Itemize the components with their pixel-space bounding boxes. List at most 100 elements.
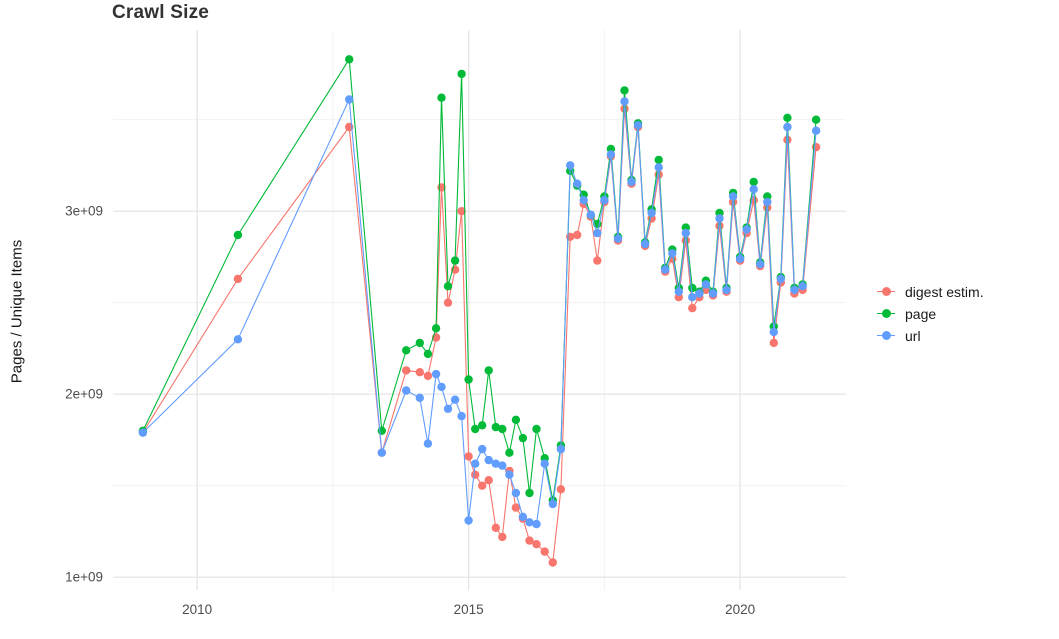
data-point-page <box>471 424 480 434</box>
data-point-url <box>457 411 466 421</box>
data-point-url <box>654 163 663 172</box>
data-point-digest-estim <box>715 221 724 230</box>
data-point-digest-estim <box>464 452 473 461</box>
data-point-url <box>478 444 487 454</box>
data-point-url <box>471 459 480 468</box>
data-point-url <box>540 459 549 468</box>
data-point-digest-estim <box>457 207 466 216</box>
y-tick-label: 2e+09 <box>65 387 103 402</box>
data-point-page <box>437 93 446 102</box>
data-point-page <box>620 86 629 95</box>
legend-key-url <box>876 329 896 343</box>
data-point-url <box>498 461 507 470</box>
data-point-url <box>620 97 629 106</box>
data-point-url <box>763 197 772 207</box>
legend-item-page: page <box>876 305 984 322</box>
legend-key-page <box>876 307 896 321</box>
series-line-url <box>142 97 817 525</box>
data-point-page <box>525 488 534 498</box>
data-point-url <box>735 254 745 263</box>
data-point-url <box>728 192 738 201</box>
data-point-page <box>654 155 663 165</box>
data-point-url <box>790 285 799 295</box>
data-point-digest-estim <box>402 366 411 375</box>
data-point-page <box>423 349 433 359</box>
data-point-digest-estim <box>478 481 487 490</box>
data-point-page <box>484 366 493 375</box>
data-point-digest-estim <box>593 256 602 265</box>
data-point-url <box>668 249 677 258</box>
data-point-url <box>783 122 792 132</box>
data-point-url <box>613 234 623 243</box>
data-point-url <box>505 470 514 479</box>
data-point-page <box>688 283 697 293</box>
data-point-url <box>742 225 751 234</box>
data-point-url <box>586 210 595 219</box>
data-point-digest-estim <box>511 503 521 512</box>
data-point-url <box>443 404 453 413</box>
series-line-page <box>142 57 817 501</box>
data-point-digest-estim <box>688 304 697 313</box>
data-point-url <box>450 395 460 404</box>
data-point-url <box>633 121 643 130</box>
data-point-page <box>749 177 758 187</box>
y-axis-title: Pages / Unique Items <box>8 239 26 384</box>
data-point-url <box>811 126 821 135</box>
data-point-url <box>579 196 588 205</box>
data-point-digest-estim <box>573 230 582 240</box>
data-point-page <box>518 433 528 443</box>
data-point-digest-estim <box>525 536 534 545</box>
data-point-url <box>556 444 566 454</box>
data-point-url <box>681 228 690 238</box>
data-point-page <box>450 256 460 265</box>
data-point-url <box>798 282 807 291</box>
x-tick-label: 2015 <box>454 602 484 617</box>
data-point-url <box>627 177 636 187</box>
data-point-url <box>491 459 500 468</box>
data-point-page <box>783 113 792 123</box>
data-point-url <box>233 335 243 344</box>
data-point-digest-estim <box>471 470 480 479</box>
data-point-page <box>443 282 453 291</box>
data-point-digest-estim <box>769 338 778 348</box>
data-point-url <box>566 161 575 170</box>
data-point-url <box>756 260 765 269</box>
legend-label-page: page <box>905 305 937 322</box>
data-point-url <box>437 382 446 392</box>
data-point-digest-estim <box>532 540 541 549</box>
data-point-digest-estim <box>498 532 507 542</box>
data-point-page <box>233 230 243 240</box>
data-point-digest-estim <box>540 547 549 556</box>
data-point-url <box>688 293 697 302</box>
data-point-digest-estim <box>443 298 453 307</box>
legend-point-icon <box>881 287 891 296</box>
x-tick-label: 2010 <box>182 602 212 617</box>
data-point-page <box>402 346 411 355</box>
data-point-url <box>647 208 656 218</box>
data-point-url <box>464 516 473 525</box>
data-point-url <box>423 439 433 448</box>
data-point-digest-estim <box>233 274 243 284</box>
data-point-digest-estim <box>423 371 433 381</box>
data-point-page <box>377 426 386 435</box>
legend-item-url: url <box>876 327 984 344</box>
data-point-url <box>749 185 758 194</box>
data-point-url <box>415 393 424 402</box>
legend-key-digest-estim <box>876 285 896 299</box>
data-point-url <box>674 287 683 296</box>
data-point-url <box>518 512 528 521</box>
data-point-url <box>532 519 541 529</box>
data-point-url <box>593 228 602 238</box>
y-tick-label: 3e+09 <box>65 204 103 219</box>
data-point-digest-estim <box>415 368 424 377</box>
legend-point-icon <box>881 331 891 340</box>
data-point-url <box>402 386 411 395</box>
data-point-url <box>776 274 785 284</box>
legend-label-digest-estim: digest estim. <box>905 283 984 300</box>
series-line-digest-estim <box>142 108 817 564</box>
chart-title: Crawl Size <box>112 2 210 23</box>
data-point-url <box>600 196 609 205</box>
data-point-digest-estim <box>556 485 566 494</box>
